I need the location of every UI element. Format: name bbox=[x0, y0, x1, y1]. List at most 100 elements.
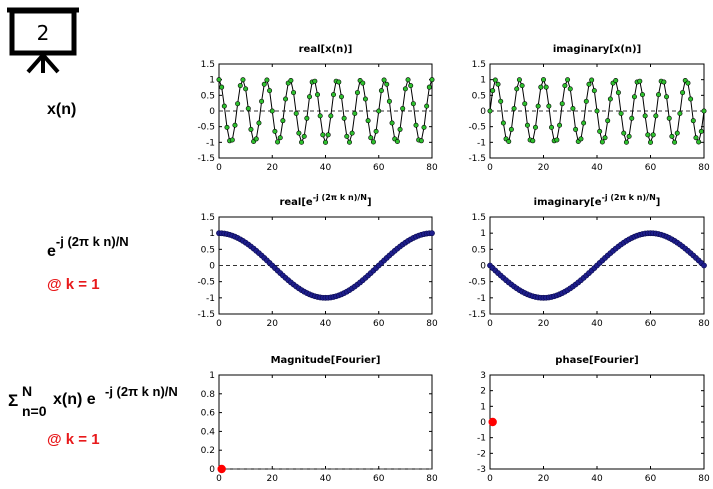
data-point bbox=[293, 110, 299, 116]
data-point bbox=[495, 81, 501, 87]
y-tick-label: -3 bbox=[477, 465, 486, 475]
data-point bbox=[565, 77, 571, 83]
chart-2: imaginary[x(n)] 0 20 40 60 80 -1.5 -1 -0.5 0 0.5 1 1… bbox=[468, 44, 710, 173]
label-exponential: e-j (2π k n)/N bbox=[47, 233, 129, 260]
y-tick-label: -1.5 bbox=[468, 310, 486, 320]
data-point bbox=[656, 92, 662, 98]
data-point bbox=[264, 77, 270, 83]
x-tick-label: 40 bbox=[591, 474, 603, 484]
data-point bbox=[669, 133, 675, 139]
data-point bbox=[586, 81, 592, 87]
y-tick-label: 0.5 bbox=[201, 91, 215, 101]
data-point bbox=[629, 115, 635, 121]
chart-6: phase[Fourier] 0 20 40 60 80 -3 -2 -1 0 1 2 3 bbox=[477, 355, 710, 484]
data-point bbox=[400, 106, 406, 112]
data-point bbox=[605, 118, 611, 124]
data-point bbox=[352, 110, 358, 116]
data-point bbox=[224, 124, 230, 130]
chart-title: real[e-j (2π k n)/N] bbox=[279, 193, 371, 208]
y-tick-label: 1 bbox=[480, 229, 486, 239]
x-tick-label: 20 bbox=[267, 474, 279, 484]
data-point bbox=[304, 115, 310, 121]
chart-title-end: ] bbox=[656, 197, 661, 208]
data-point bbox=[362, 96, 368, 102]
data-point bbox=[381, 77, 387, 83]
data-point bbox=[336, 79, 342, 85]
y-tick-label: 0.2 bbox=[201, 446, 215, 456]
data-point bbox=[500, 120, 506, 126]
chart-title-sup: -j (2π k n)/N bbox=[602, 193, 656, 202]
data-point bbox=[360, 80, 366, 86]
data-point bbox=[488, 417, 497, 427]
data-point bbox=[546, 103, 552, 109]
data-point bbox=[514, 86, 520, 92]
board-stand-right bbox=[41, 53, 60, 74]
data-point bbox=[549, 124, 555, 130]
data-point bbox=[312, 78, 318, 84]
y-tick-label: -1 bbox=[477, 294, 486, 304]
exp-superscript: -j (2π k n)/N bbox=[55, 234, 129, 249]
data-point bbox=[562, 83, 568, 89]
y-tick-label: 1 bbox=[480, 402, 486, 412]
label-xn: x(n) bbox=[47, 101, 77, 118]
data-point bbox=[573, 126, 579, 132]
sum-upper-limit: N bbox=[22, 383, 33, 399]
data-point bbox=[538, 84, 544, 90]
y-tick-label: -0.5 bbox=[468, 278, 486, 288]
data-point bbox=[631, 94, 637, 100]
data-point bbox=[354, 90, 360, 96]
data-point bbox=[378, 88, 384, 94]
x-tick-label: 0 bbox=[216, 319, 222, 329]
data-point bbox=[424, 103, 430, 109]
board-stand-left bbox=[26, 53, 45, 74]
data-point bbox=[680, 90, 686, 96]
data-point bbox=[487, 108, 493, 114]
data-point bbox=[664, 94, 670, 100]
data-point bbox=[637, 78, 643, 84]
data-point bbox=[516, 77, 522, 83]
data-point bbox=[325, 132, 331, 138]
y-tick-label: 0.5 bbox=[472, 245, 486, 255]
data-point bbox=[701, 108, 707, 114]
y-tick-label: 0.6 bbox=[201, 409, 216, 419]
chart-title: imaginary[e-j (2π k n)/N] bbox=[534, 193, 661, 208]
data-point bbox=[269, 108, 275, 114]
x-tick-label: 60 bbox=[645, 319, 657, 329]
data-point bbox=[402, 86, 408, 92]
data-point bbox=[338, 94, 344, 100]
data-point bbox=[397, 126, 403, 132]
data-point bbox=[243, 86, 249, 92]
data-point bbox=[256, 120, 262, 126]
data-point bbox=[221, 103, 227, 109]
data-point bbox=[557, 122, 563, 128]
chart-1: real[x(n)] 0 20 40 60 80 -1.5 -1 -0.5 0 0.5 1 1.5 bbox=[197, 44, 438, 173]
data-point bbox=[240, 77, 246, 83]
sum-sigma: Σ bbox=[8, 391, 19, 410]
data-point bbox=[376, 108, 382, 114]
y-tick-label: -0.5 bbox=[197, 123, 215, 133]
data-point bbox=[530, 138, 536, 144]
label-at-k-1: @ k = 1 bbox=[47, 276, 100, 293]
data-point bbox=[647, 139, 653, 145]
data-point bbox=[519, 83, 525, 89]
data-point bbox=[690, 118, 696, 124]
data-point bbox=[410, 101, 416, 107]
data-point bbox=[216, 77, 222, 83]
sum-lower-limit: n=0 bbox=[22, 403, 47, 419]
y-tick-label: -1.5 bbox=[197, 310, 215, 320]
x-tick-label: 40 bbox=[591, 319, 603, 329]
x-tick-label: 80 bbox=[698, 163, 710, 173]
data-point bbox=[389, 120, 395, 126]
data-point bbox=[368, 135, 374, 141]
y-tick-label: 3 bbox=[480, 371, 486, 381]
data-point bbox=[559, 101, 565, 107]
data-point bbox=[320, 132, 326, 138]
exp-base: e bbox=[47, 243, 56, 260]
chart-title-sup: -j (2π k n)/N bbox=[313, 193, 367, 202]
data-point bbox=[259, 98, 265, 104]
data-point bbox=[373, 128, 379, 134]
y-tick-label: 1.5 bbox=[201, 213, 215, 223]
data-point bbox=[317, 113, 323, 119]
data-point bbox=[245, 106, 251, 112]
